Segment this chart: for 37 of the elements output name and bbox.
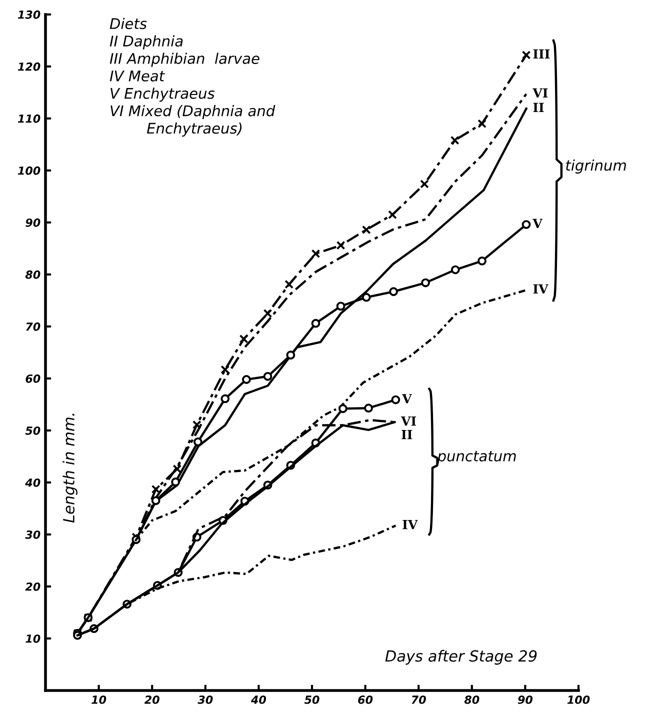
x-tick-label: 50 (304, 696, 320, 704)
series-label: III (533, 49, 550, 58)
x-tick-label: 70 (412, 696, 426, 704)
annotation: punctatum (437, 451, 516, 464)
y-tick-label: 40 (25, 478, 40, 487)
series-label: IV (402, 520, 418, 530)
x-tick-label: 20 (144, 696, 160, 704)
annotation: tigrinum (566, 160, 626, 174)
y-tick-label: 60 (26, 374, 40, 383)
series-label: VI (532, 88, 548, 98)
y-tick-label: 30 (25, 530, 40, 539)
x-tick-label: 30 (198, 696, 213, 704)
x-tick-label: 40 (250, 696, 266, 704)
y-tick-label: 100 (18, 166, 40, 175)
series-label: V (402, 394, 412, 404)
y-tick-label: 80 (25, 270, 40, 279)
y-tick-label: 50 (25, 426, 40, 435)
x-tick-label: 100 (567, 696, 590, 704)
annotation: Diets II Daphnia III Amphibian larvae IV Meat V Enchytraeus VI Mixed (Daphnia and Enchytraeus) (110, 18, 276, 137)
x-tick-label: 10 (92, 696, 106, 704)
y-tick-label: 20 (25, 582, 40, 591)
y-tick-label: 120 (18, 62, 40, 71)
y-tick-label: 90 (26, 218, 40, 227)
y-tick-label: 130 (18, 10, 40, 19)
y-tick-label: 70 (26, 322, 40, 331)
series-label: V (532, 218, 543, 228)
y-tick-label: 110 (18, 114, 40, 123)
y-axis-title: Length in mm. (62, 414, 78, 523)
series-label: VI (400, 416, 416, 426)
series-label: IV (533, 284, 548, 294)
x-tick-label: 60 (358, 696, 373, 704)
x-tick-label: 80 (464, 696, 480, 704)
y-tick-label: 10 (26, 634, 40, 643)
series-label: II (402, 430, 412, 440)
x-tick-label: 90 (518, 696, 533, 704)
x-axis-title: Days after Stage 29 (385, 650, 537, 665)
series-label: II (533, 102, 544, 112)
